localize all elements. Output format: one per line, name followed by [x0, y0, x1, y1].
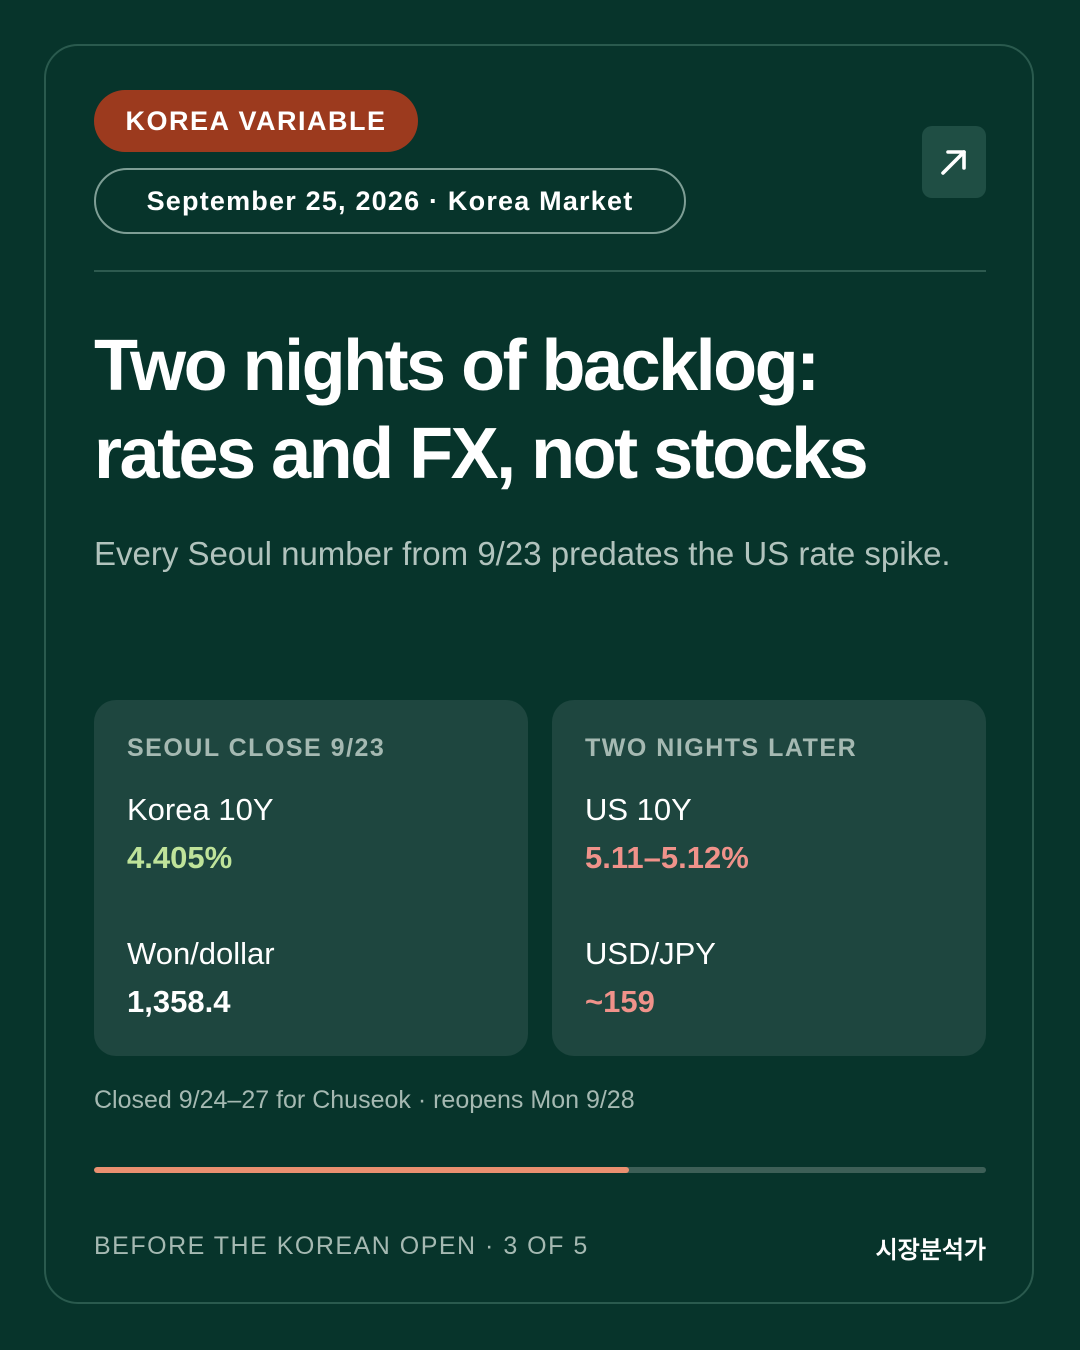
- card-frame: [44, 44, 1034, 1304]
- divider: [94, 270, 986, 272]
- metric-label-us-10y: US 10Y: [585, 792, 692, 827]
- market-closure-note: Closed 9/24–27 for Chuseok · reopens Mon…: [94, 1086, 635, 1114]
- metric-label-korea-10y: Korea 10Y: [127, 792, 274, 827]
- arrow-up-right-icon: [941, 150, 966, 175]
- metric-label-usd-jpy: USD/JPY: [585, 936, 716, 971]
- category-badge: KOREA VARIABLE: [94, 90, 418, 152]
- series-position-label: BEFORE THE KOREAN OPEN · 3 OF 5: [94, 1232, 589, 1260]
- page-title: Two nights of backlog: rates and FX, not…: [94, 326, 869, 494]
- seoul-close-panel: SEOUL CLOSE 9/23 Korea 10Y 4.405% Won/do…: [94, 700, 528, 1056]
- metric-value-usd-jpy: ~159: [585, 984, 655, 1019]
- two-nights-later-panel: TWO NIGHTS LATER US 10Y 5.11–5.12% USD/J…: [552, 700, 986, 1056]
- date-pill: September 25, 2026 · Korea Market: [94, 168, 686, 234]
- open-link-button[interactable]: [922, 126, 986, 198]
- brand-logo: 시장분석가: [875, 1236, 986, 1264]
- metric-value-us-10y: 5.11–5.12%: [585, 840, 749, 875]
- metric-value-won-dollar: 1,358.4: [127, 984, 231, 1019]
- metric-value-korea-10y: 4.405%: [127, 840, 233, 875]
- panel-heading: TWO NIGHTS LATER: [585, 734, 858, 762]
- panel-heading: SEOUL CLOSE 9/23: [127, 734, 386, 762]
- subtitle: Every Seoul number from 9/23 predates th…: [94, 535, 951, 572]
- metric-label-won-dollar: Won/dollar: [127, 936, 275, 971]
- series-progress-bar: [94, 1167, 986, 1173]
- series-progress-fill: [94, 1167, 630, 1173]
